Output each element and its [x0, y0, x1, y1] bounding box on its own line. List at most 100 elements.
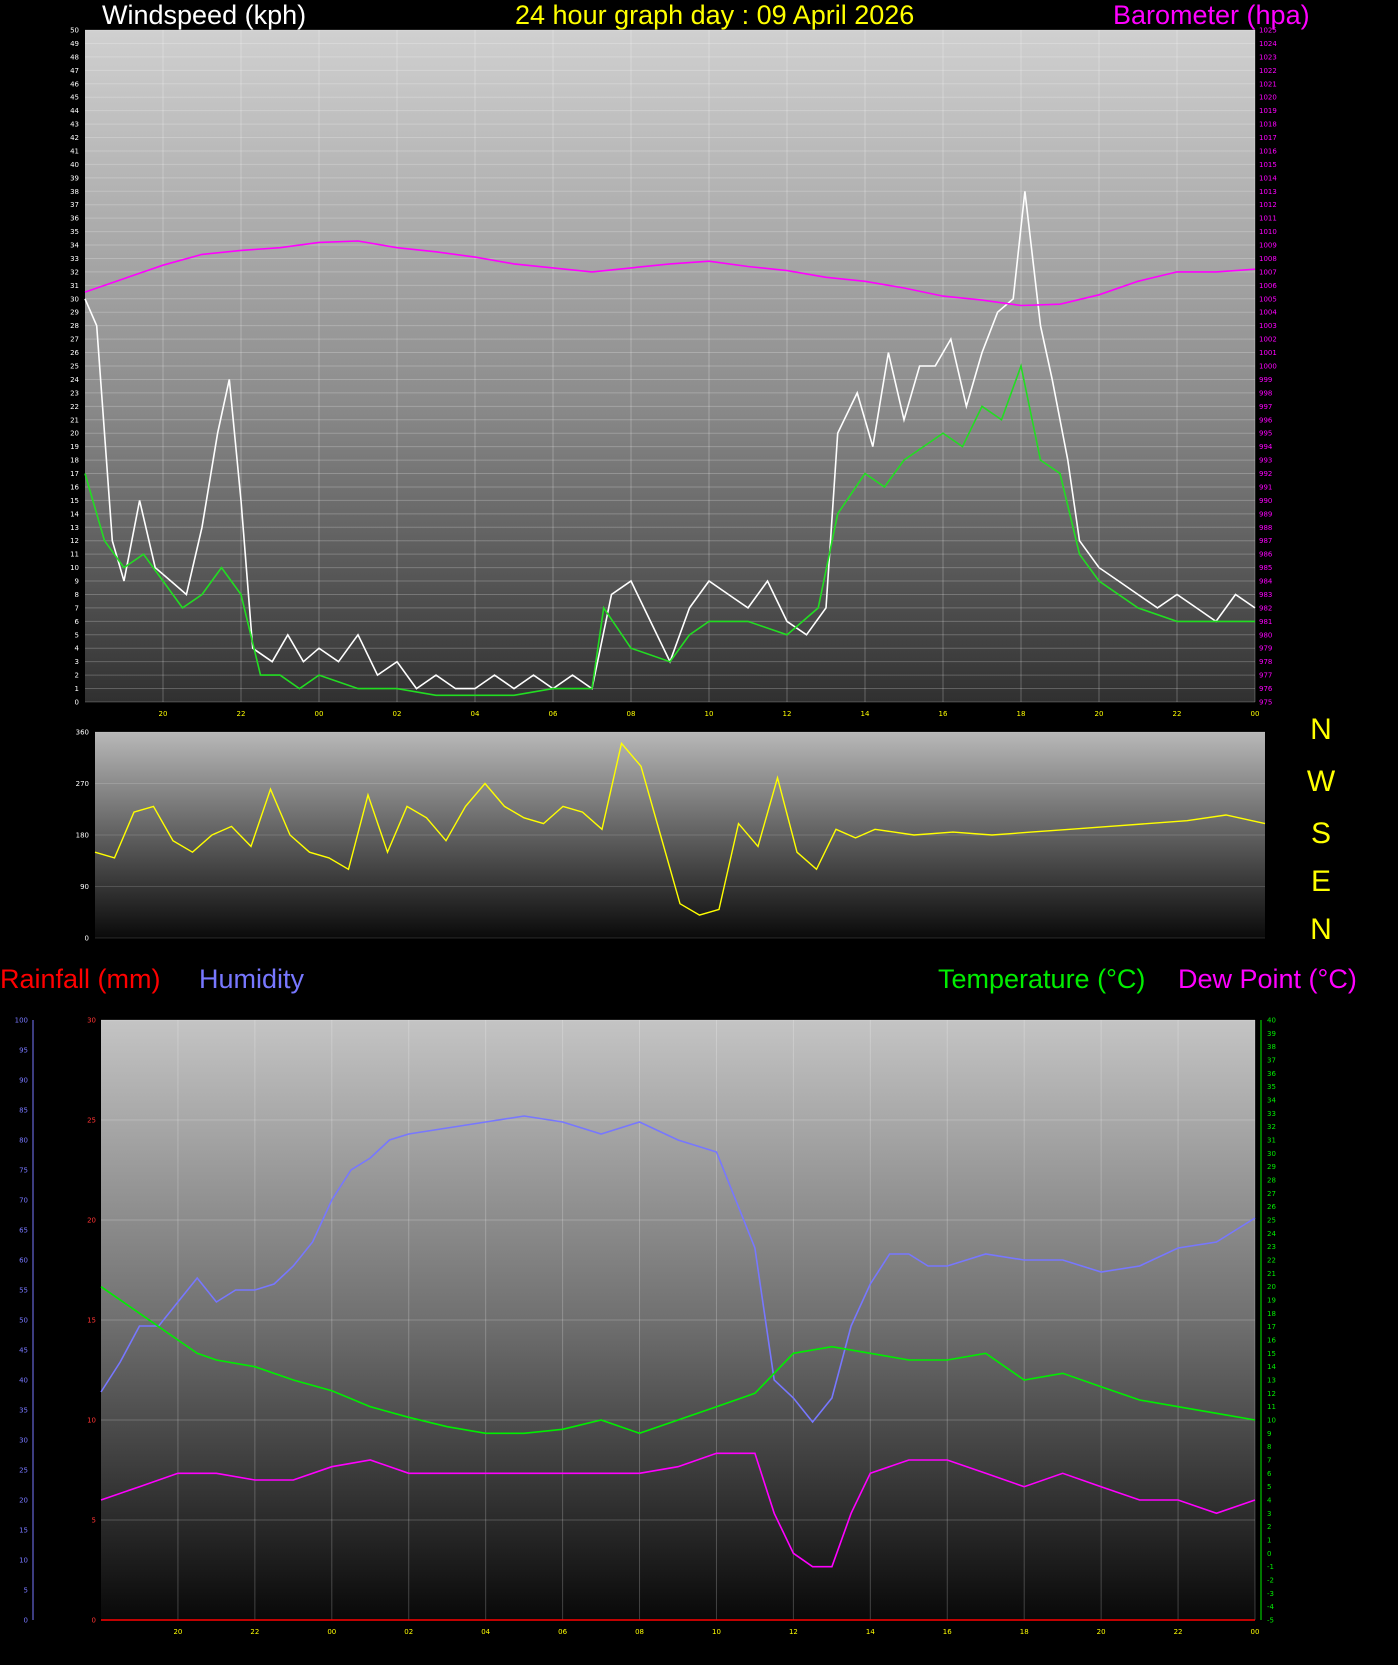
baro-y-tick-label: 1001: [1259, 349, 1277, 357]
temp-y-tick-label: 17: [1267, 1323, 1276, 1331]
humidity-y-tick-label: 35: [19, 1407, 28, 1415]
baro-y-tick-label: 1005: [1259, 295, 1277, 303]
baro-y-tick-label: 1010: [1259, 228, 1277, 236]
baro-y-tick-label: 1013: [1259, 188, 1277, 196]
baro-y-tick-label: 979: [1259, 645, 1272, 653]
baro-y-tick-label: 986: [1259, 551, 1273, 559]
rain-y-tick-label: 20: [87, 1217, 96, 1225]
baro-y-tick-label: 1021: [1259, 80, 1277, 88]
direction-label-n-top: N: [1310, 713, 1332, 746]
humidity-y-tick-label: 25: [19, 1467, 28, 1475]
baro-y-tick-label: 1003: [1259, 322, 1277, 330]
wind-x-tick-label: 10: [705, 710, 714, 718]
wind-x-tick-label: 20: [1095, 710, 1104, 718]
baro-y-tick-label: 1004: [1259, 309, 1277, 317]
baro-y-tick-label: 982: [1259, 604, 1272, 612]
direction-y-tick-label: 360: [76, 729, 89, 737]
temp-y-tick-label: 2: [1267, 1523, 1271, 1531]
baro-y-tick-label: 993: [1259, 457, 1272, 465]
humidity-title: Humidity: [199, 964, 305, 994]
wind-x-tick-label: 00: [1251, 710, 1260, 718]
wind-y-tick-label: 8: [75, 591, 79, 599]
wind-y-tick-label: 17: [70, 470, 79, 478]
humidity-y-tick-label: 15: [19, 1527, 28, 1535]
wind-y-tick-label: 41: [70, 147, 79, 155]
temp-y-tick-label: 36: [1267, 1070, 1276, 1078]
wind-y-tick-label: 28: [70, 322, 79, 330]
temp-y-tick-label: 4: [1267, 1497, 1272, 1505]
temp-y-tick-label: 28: [1267, 1177, 1276, 1185]
temp-y-tick-label: 20: [1267, 1283, 1276, 1291]
baro-y-tick-label: 1011: [1259, 215, 1277, 223]
temp-y-tick-label: 38: [1267, 1043, 1276, 1051]
temp-y-tick-label: 37: [1267, 1057, 1276, 1065]
humidity-y-tick-label: 10: [19, 1557, 28, 1565]
direction-series-line: [94, 741, 1266, 916]
wind-y-tick-label: 23: [70, 389, 79, 397]
direction-label-s: S: [1310, 817, 1331, 850]
wind-y-tick-label: 21: [70, 416, 79, 424]
humidity-y-tick-label: 80: [19, 1137, 28, 1145]
temp-y-tick-label: 40: [1267, 1017, 1276, 1025]
temp-y-tick-label: 0: [1267, 1550, 1271, 1558]
temp-y-tick-label: 30: [1267, 1150, 1276, 1158]
temp-x-tick-label: 06: [558, 1628, 567, 1636]
wind-x-tick-label: 22: [237, 710, 246, 718]
baro-y-tick-label: 995: [1259, 430, 1272, 438]
temp-x-tick-label: 20: [1097, 1628, 1106, 1636]
rain-y-tick-label: 5: [92, 1517, 96, 1525]
temp-y-tick-label: 31: [1267, 1137, 1276, 1145]
temp-y-tick-label: 16: [1267, 1337, 1276, 1345]
wind-x-tick-label: 16: [939, 710, 948, 718]
wind-y-tick-label: 2: [75, 672, 79, 680]
temp-y-tick-label: -4: [1267, 1603, 1275, 1611]
humidity-y-tick-label: 40: [19, 1377, 28, 1385]
temp-x-tick-label: 14: [866, 1628, 875, 1636]
wind-y-tick-label: 49: [70, 40, 79, 48]
baro-y-tick-label: 1012: [1259, 201, 1277, 209]
baro-y-tick-label: 1006: [1259, 282, 1277, 290]
temp-x-tick-label: 00: [327, 1628, 336, 1636]
baro-y-tick-label: 981: [1259, 618, 1272, 626]
wind-y-tick-label: 22: [70, 403, 79, 411]
temp-y-tick-label: 32: [1267, 1123, 1276, 1131]
humidity-y-tick-label: 75: [19, 1167, 28, 1175]
temp-y-tick-label: 9: [1267, 1430, 1271, 1438]
baro-y-tick-label: 988: [1259, 524, 1272, 532]
wind-x-tick-label: 06: [549, 710, 558, 718]
wind-x-tick-label: 12: [783, 710, 792, 718]
wind-y-tick-label: 30: [70, 295, 79, 303]
baro-y-tick-label: 983: [1259, 591, 1272, 599]
temp-x-tick-label: 10: [712, 1628, 721, 1636]
baro-y-tick-label: 1016: [1259, 147, 1277, 155]
baro-y-tick-label: 1023: [1259, 53, 1277, 61]
baro-y-tick-label: 985: [1259, 564, 1272, 572]
temp-y-tick-label: 12: [1267, 1390, 1276, 1398]
baro-y-tick-label: 1022: [1259, 67, 1277, 75]
wind-y-tick-label: 9: [75, 578, 79, 586]
wind-y-tick-label: 48: [70, 53, 79, 61]
day-title: 24 hour graph day : 09 April 2026: [515, 0, 915, 30]
wind-x-tick-label: 20: [159, 710, 168, 718]
temp-x-tick-label: 20: [173, 1628, 182, 1636]
temp-y-tick-label: 15: [1267, 1350, 1276, 1358]
wind-series-line: [84, 240, 1256, 307]
temp-y-tick-label: 19: [1267, 1297, 1276, 1305]
wind-x-tick-label: 04: [471, 710, 480, 718]
temp-y-tick-label: 11: [1267, 1403, 1276, 1411]
wind-y-tick-label: 46: [70, 80, 79, 88]
baro-y-tick-label: 990: [1259, 497, 1272, 505]
baro-y-tick-label: 1025: [1259, 27, 1277, 35]
wind-y-tick-label: 27: [70, 336, 79, 344]
temp-y-tick-label: 26: [1267, 1203, 1276, 1211]
baro-y-tick-label: 976: [1259, 685, 1273, 693]
humidity-y-tick-label: 20: [19, 1497, 28, 1505]
direction-label-e: E: [1310, 865, 1331, 898]
baro-y-tick-label: 994: [1259, 443, 1273, 451]
humidity-y-tick-label: 55: [19, 1287, 28, 1295]
temp-x-tick-label: 18: [1020, 1628, 1029, 1636]
wind-y-tick-label: 50: [70, 27, 79, 35]
wind-y-tick-label: 18: [70, 457, 79, 465]
temp-plot-area: [101, 1020, 1255, 1620]
wind-y-tick-label: 11: [70, 551, 79, 559]
